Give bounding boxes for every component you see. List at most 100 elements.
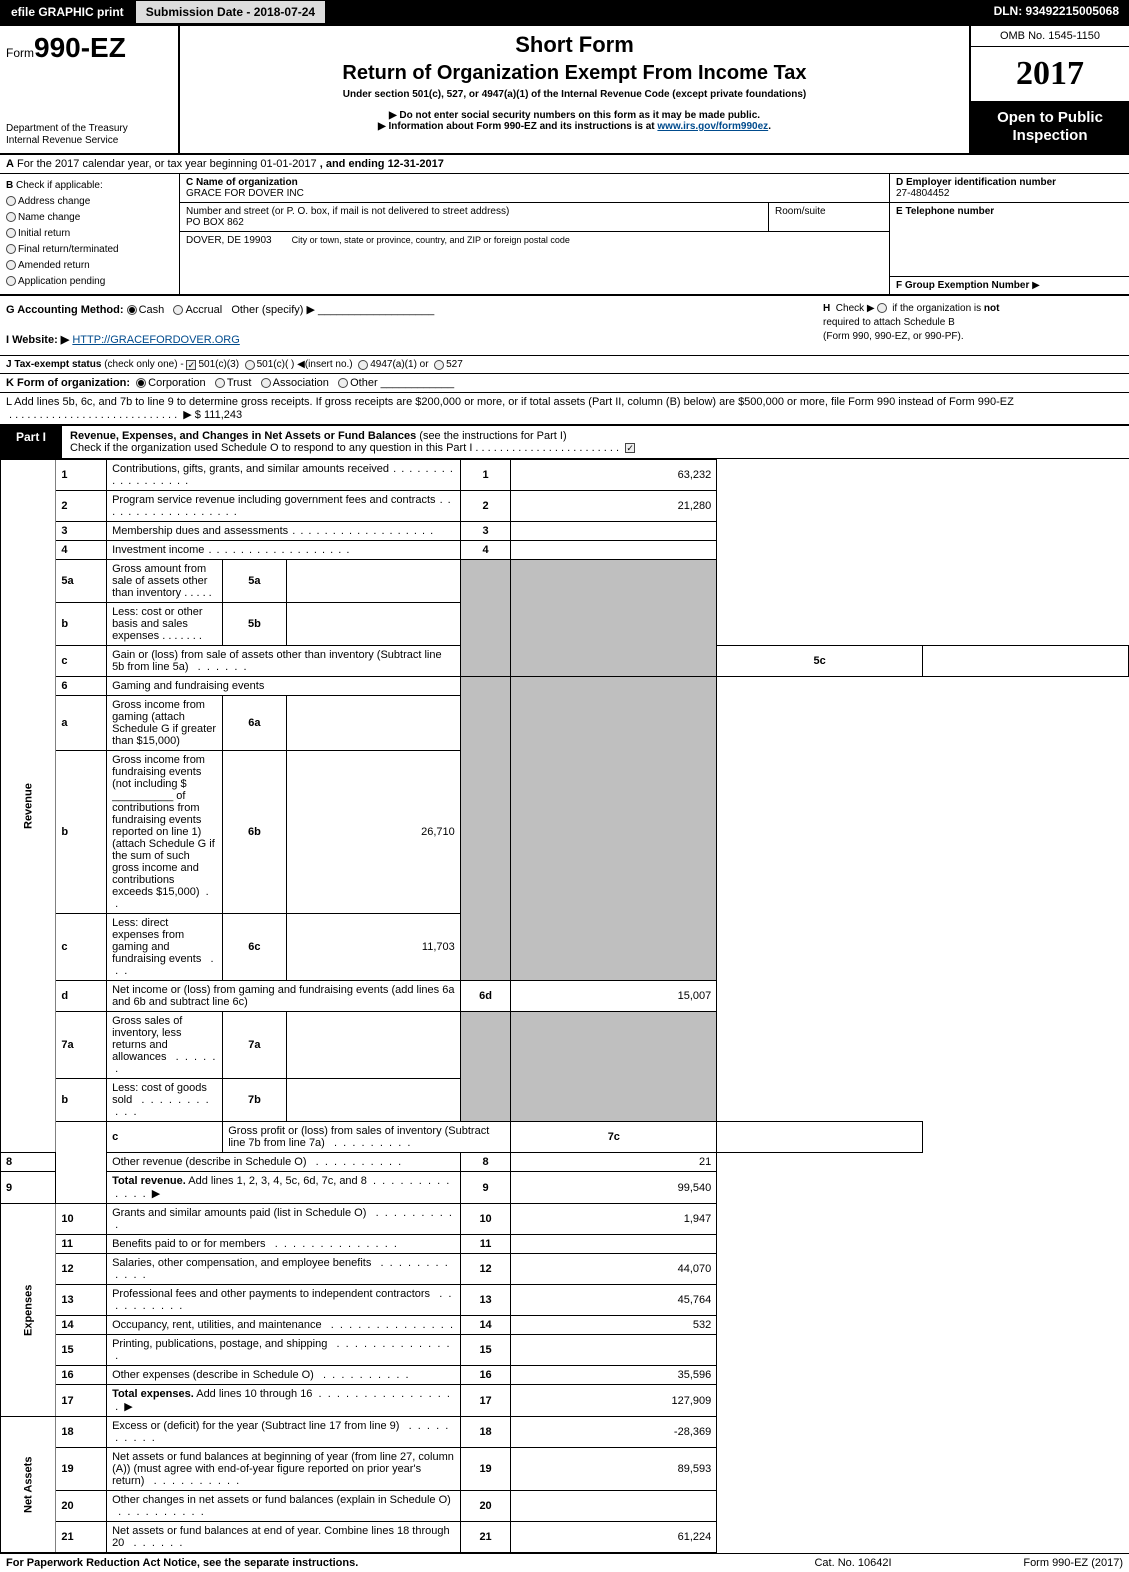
- d-15: Printing, publications, postage, and shi…: [107, 1335, 461, 1366]
- d-18-text: Excess or (deficit) for the year (Subtra…: [112, 1420, 399, 1432]
- ln-9: 9: [460, 1172, 511, 1204]
- header-middle: Short Form Return of Organization Exempt…: [180, 26, 969, 153]
- n-7a: 7a: [56, 1012, 107, 1079]
- form-header: Form990-EZ Department of the Treasury In…: [0, 26, 1129, 155]
- checkbox-501c[interactable]: [245, 360, 255, 370]
- g-opt-cash: Cash: [139, 304, 165, 316]
- ln-17: 17: [460, 1385, 511, 1417]
- note-info-prefix: ▶ Information about Form 990-EZ and its …: [378, 121, 657, 132]
- instructions-link[interactable]: www.irs.gov/form990ez: [657, 121, 768, 132]
- v-2: 21,280: [511, 491, 717, 522]
- h-label: H: [823, 303, 830, 314]
- gray-7: [460, 1012, 511, 1122]
- v-21: 61,224: [511, 1522, 717, 1553]
- j-opt-3: 527: [446, 359, 463, 370]
- v-9: 99,540: [511, 1172, 717, 1204]
- c-city-box: DOVER, DE 19903 City or town, state or p…: [180, 232, 889, 249]
- row-21: 21 Net assets or fund balances at end of…: [1, 1522, 1129, 1553]
- sv-7a: [286, 1012, 460, 1079]
- side-revenue-cont: [56, 1122, 107, 1204]
- d-1: Contributions, gifts, grants, and simila…: [107, 460, 461, 491]
- omb-number: OMB No. 1545-1150: [971, 26, 1129, 47]
- checkbox-schedule-o[interactable]: [625, 443, 635, 453]
- checkbox-address-change[interactable]: [6, 196, 16, 206]
- row-15: 15 Printing, publications, postage, and …: [1, 1335, 1129, 1366]
- d-21: Net assets or fund balances at end of ye…: [107, 1522, 461, 1553]
- checkbox-527[interactable]: [434, 360, 444, 370]
- part1-title-box: Revenue, Expenses, and Changes in Net As…: [62, 426, 1129, 458]
- checkbox-final-return[interactable]: [6, 244, 16, 254]
- subtitle: Under section 501(c), 527, or 4947(a)(1)…: [190, 89, 959, 100]
- row-14: 14 Occupancy, rent, utilities, and maint…: [1, 1316, 1129, 1335]
- f-box: F Group Exemption Number ▶: [890, 277, 1129, 294]
- v-5c: [923, 646, 1129, 677]
- d-5a: Gross amount from sale of assets other t…: [107, 560, 223, 603]
- b-item-5: Application pending: [18, 276, 105, 287]
- sn-7b: 7b: [223, 1079, 286, 1122]
- g-other: Other (specify) ▶: [231, 304, 315, 316]
- header-right: OMB No. 1545-1150 2017 Open to Public In…: [969, 26, 1129, 153]
- ln-7c: 7c: [511, 1122, 717, 1153]
- radio-trust[interactable]: [215, 378, 225, 388]
- row-2: 2 Program service revenue including gove…: [1, 491, 1129, 522]
- d-2: Program service revenue including govern…: [107, 491, 461, 522]
- radio-schedule-b[interactable]: [877, 303, 887, 313]
- v-15: [511, 1335, 717, 1366]
- row-7c: c Gross profit or (loss) from sales of i…: [1, 1122, 1129, 1153]
- e-box: E Telephone number: [890, 203, 1129, 277]
- sv-5b: [286, 603, 460, 646]
- line-a-prefix: A: [6, 158, 14, 170]
- b-item-0: Address change: [18, 196, 90, 207]
- c-room-label: Room/suite: [775, 206, 826, 217]
- n-5a: 5a: [56, 560, 107, 603]
- col-b: B Check if applicable: Address change Na…: [0, 174, 180, 294]
- checkbox-4947[interactable]: [358, 360, 368, 370]
- sv-6c: 11,703: [286, 914, 460, 981]
- ln-1: 1: [460, 460, 511, 491]
- radio-accrual[interactable]: [173, 305, 183, 315]
- g-opt-accrual: Accrual: [185, 304, 222, 316]
- note-info: ▶ Information about Form 990-EZ and its …: [190, 121, 959, 132]
- c-name-label: C Name of organization: [186, 177, 298, 188]
- line-j: J Tax-exempt status (check only one) - 5…: [0, 356, 1129, 374]
- sn-5a: 5a: [223, 560, 286, 603]
- checkbox-name-change[interactable]: [6, 212, 16, 222]
- d-18: Excess or (deficit) for the year (Subtra…: [107, 1417, 461, 1448]
- radio-cash[interactable]: [127, 305, 137, 315]
- col-gi: G Accounting Method: Cash Accrual Other …: [6, 302, 823, 349]
- side-net-assets: Net Assets: [1, 1417, 56, 1553]
- n-20: 20: [56, 1491, 107, 1522]
- ln-6d: 6d: [460, 981, 511, 1012]
- submission-date: Submission Date - 2018-07-24: [135, 0, 326, 24]
- d-8-text: Other revenue (describe in Schedule O): [112, 1156, 306, 1168]
- checkbox-application-pending[interactable]: [6, 276, 16, 286]
- line-l: L Add lines 5b, 6c, and 7b to line 9 to …: [0, 393, 1129, 426]
- d-6a: Gross income from gaming (attach Schedul…: [107, 696, 223, 751]
- line-a-text: For the 2017 calendar year, or tax year …: [17, 158, 317, 170]
- d-5b: Less: cost or other basis and sales expe…: [107, 603, 223, 646]
- org-name: GRACE FOR DOVER INC: [186, 188, 304, 199]
- n-21: 21: [56, 1522, 107, 1553]
- radio-association[interactable]: [261, 378, 271, 388]
- website-link[interactable]: HTTP://GRACEFORDOVER.ORG: [72, 334, 239, 346]
- d-15-text: Printing, publications, postage, and shi…: [112, 1338, 327, 1350]
- row-1: Revenue 1 Contributions, gifts, grants, …: [1, 460, 1129, 491]
- checkbox-amended-return[interactable]: [6, 260, 16, 270]
- ein-value: 27-4804452: [896, 188, 949, 199]
- row-6: 6 Gaming and fundraising events: [1, 677, 1129, 696]
- checkbox-501c3[interactable]: [186, 360, 196, 370]
- tax-year: 2017: [971, 47, 1129, 101]
- v-4: [511, 541, 717, 560]
- checkbox-initial-return[interactable]: [6, 228, 16, 238]
- v-14: 532: [511, 1316, 717, 1335]
- sn-6c: 6c: [223, 914, 286, 981]
- ln-15: 15: [460, 1335, 511, 1366]
- efile-print-button[interactable]: efile GRAPHIC print: [0, 0, 135, 24]
- b-item-2: Initial return: [18, 228, 70, 239]
- k-opt-1: Trust: [227, 377, 252, 389]
- v-6d: 15,007: [511, 981, 717, 1012]
- d-6: Gaming and fundraising events: [107, 677, 461, 696]
- radio-other-org[interactable]: [338, 378, 348, 388]
- radio-corporation[interactable]: [136, 378, 146, 388]
- row-13: 13 Professional fees and other payments …: [1, 1285, 1129, 1316]
